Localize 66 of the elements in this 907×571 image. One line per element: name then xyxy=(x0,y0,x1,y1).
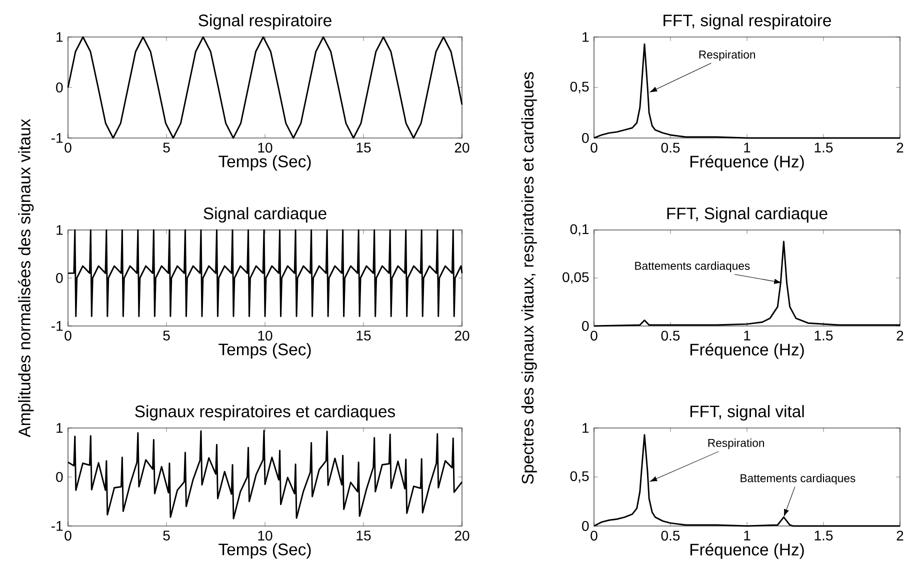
y-tick-label: 0 xyxy=(582,521,589,531)
annotation: Respiration xyxy=(699,50,755,61)
x-tick-label: 10 xyxy=(258,330,272,341)
x-tick-label: 5 xyxy=(163,530,170,540)
x-tick-label: 0.5 xyxy=(661,142,680,153)
x-tick-label: 15 xyxy=(356,142,371,152)
x-axis-title: Temps (Sec) xyxy=(218,343,311,359)
x-tick-label: 1.5 xyxy=(814,142,833,152)
x-tick-label: 1.5 xyxy=(814,530,833,540)
x-tick-label: 5 xyxy=(163,142,170,152)
x-tick-label: 15 xyxy=(356,530,371,540)
x-tick-label: 1.5 xyxy=(814,330,833,340)
y-tick-label: 1 xyxy=(56,225,63,235)
annotation: Respiration xyxy=(708,438,764,450)
chart-title: Signaux respiratoires et cardiaques xyxy=(135,405,395,421)
x-tick-label: 20 xyxy=(454,142,470,153)
chart-title: FFT, signal vital xyxy=(690,405,804,421)
x-tick-label: 0 xyxy=(64,530,72,541)
x-axis-title: Fréquence (Hz) xyxy=(690,155,804,171)
x-axis-title: Fréquence (Hz) xyxy=(690,543,804,559)
y-tick-label: -1 xyxy=(51,321,63,331)
x-tick-label: 1 xyxy=(744,530,750,540)
annotation: Battements cardiaques xyxy=(740,474,856,484)
x-tick-label: 2 xyxy=(896,530,904,540)
x-tick-label: 2 xyxy=(896,142,904,152)
x-tick-label: 15 xyxy=(356,330,371,340)
y-tick-label: 0,5 xyxy=(570,82,589,94)
x-tick-label: 0.5 xyxy=(661,530,680,541)
x-tick-label: 0 xyxy=(590,142,598,153)
y-tick-label: 0 xyxy=(56,273,63,283)
y-tick-label: 1 xyxy=(582,423,589,433)
y-tick-label: 0 xyxy=(56,82,63,92)
y-axis-title: Spectres des signaux vitaux, respiratoires et cardiaques xyxy=(521,72,537,484)
y-tick-label: 1 xyxy=(582,32,589,42)
chart-title: Signal respiratoire xyxy=(198,14,332,30)
y-tick-label: 1 xyxy=(56,423,63,433)
x-tick-label: 20 xyxy=(454,530,470,541)
y-tick-label: -1 xyxy=(51,133,63,143)
y-tick-label: 1 xyxy=(56,32,63,42)
x-axis-title: Fréquence (Hz) xyxy=(690,343,804,359)
y-tick-label: 0 xyxy=(582,133,589,143)
x-tick-label: 0 xyxy=(64,142,72,153)
chart-title: Signal cardiaque xyxy=(204,207,326,223)
y-tick-label: 0,1 xyxy=(570,224,589,236)
x-tick-label: 0.5 xyxy=(661,330,680,341)
chart-title: FFT, Signal cardiaque xyxy=(667,207,828,223)
x-tick-label: 2 xyxy=(896,330,904,340)
chart-title: FFT, signal respiratoire xyxy=(664,14,831,30)
y-axis-title: Amplitudes normalisées des signaux vitaux xyxy=(18,118,34,438)
x-tick-label: 0 xyxy=(590,330,598,341)
x-tick-label: 10 xyxy=(258,530,272,541)
x-tick-label: 10 xyxy=(258,142,272,153)
x-axis-title: Temps (Sec) xyxy=(218,543,311,559)
y-tick-label: 0 xyxy=(56,472,63,482)
x-tick-label: 1 xyxy=(744,142,750,152)
y-tick-label: 0,5 xyxy=(570,471,589,483)
x-tick-label: 20 xyxy=(454,330,470,341)
x-axis-title: Temps (Sec) xyxy=(218,155,311,171)
x-tick-label: 1 xyxy=(744,330,750,340)
y-tick-label: 0,05 xyxy=(562,272,589,284)
annotation: Battements cardiaques xyxy=(635,262,750,272)
y-tick-label: 0 xyxy=(582,321,589,331)
x-tick-label: 0 xyxy=(590,530,598,541)
x-tick-label: 0 xyxy=(64,330,72,341)
x-tick-label: 5 xyxy=(163,330,170,340)
y-tick-label: -1 xyxy=(51,521,63,531)
